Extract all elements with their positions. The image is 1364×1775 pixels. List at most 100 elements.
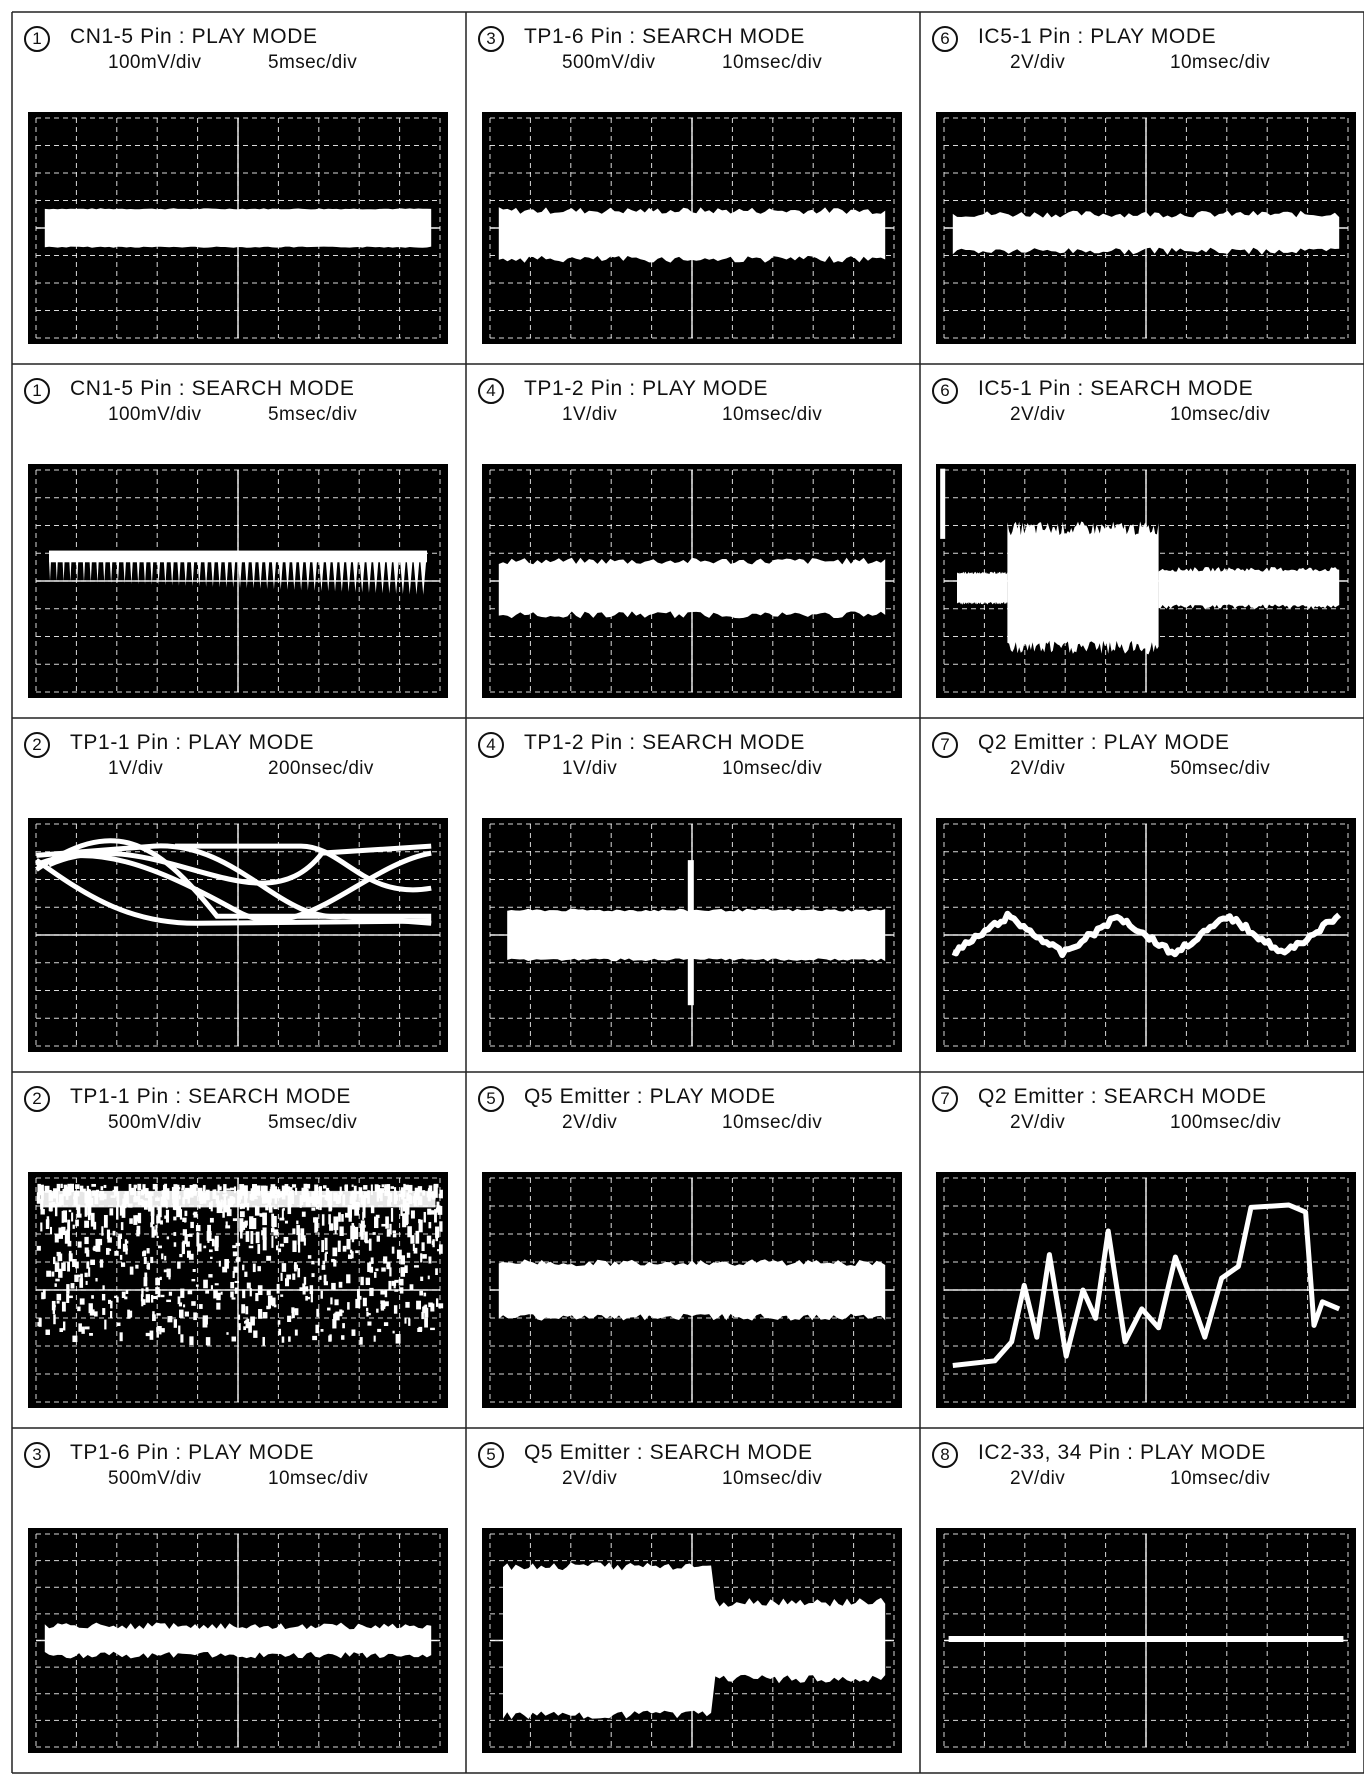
time-per-div-label: 10msec/div <box>1170 52 1271 73</box>
panel-title: Q2 Emitter : SEARCH MODE <box>978 1085 1267 1108</box>
oscilloscope-screen <box>28 464 448 698</box>
time-per-div-label: 10msec/div <box>268 1468 369 1489</box>
oscilloscope-screen <box>482 818 902 1052</box>
panel-title: Q5 Emitter : PLAY MODE <box>524 1085 776 1108</box>
panel-title: IC2-33, 34 Pin : PLAY MODE <box>978 1441 1266 1464</box>
panel-number-badge: 5 <box>478 1442 504 1468</box>
oscilloscope-screen <box>482 1172 902 1408</box>
oscilloscope-screen <box>936 818 1356 1052</box>
time-per-div-label: 10msec/div <box>722 758 823 779</box>
graticule <box>35 469 441 693</box>
volts-per-div-label: 1V/div <box>562 758 618 779</box>
panel-number-badge: 7 <box>932 732 958 758</box>
panel-title: CN1-5 Pin : SEARCH MODE <box>70 377 355 400</box>
scope-trace-canvas <box>489 117 895 339</box>
oscilloscope-screen <box>936 1172 1356 1408</box>
volts-per-div-label: 2V/div <box>562 1112 618 1133</box>
panel-title: CN1-5 Pin : PLAY MODE <box>70 25 318 48</box>
volts-per-div-label: 100mV/div <box>108 404 202 425</box>
waveform-trace <box>49 550 427 595</box>
panel-number-badge: 3 <box>478 26 504 52</box>
scope-trace-canvas <box>35 1533 441 1748</box>
panel-number-badge: 2 <box>24 1086 50 1112</box>
graticule <box>943 1177 1349 1403</box>
scope-trace-canvas <box>943 1533 1349 1748</box>
volts-per-div-label: 2V/div <box>1010 1112 1066 1133</box>
volts-per-div-label: 100mV/div <box>108 52 202 73</box>
time-per-div-label: 10msec/div <box>722 1112 823 1133</box>
volts-per-div-label: 1V/div <box>562 404 618 425</box>
panel-number-badge: 2 <box>24 732 50 758</box>
scope-trace-canvas <box>35 117 441 339</box>
scope-trace-canvas <box>940 468 1349 693</box>
oscilloscope-screen <box>28 112 448 344</box>
panel-number-badge: 5 <box>478 1086 504 1112</box>
oscilloscope-screen <box>28 818 448 1052</box>
time-per-div-label: 10msec/div <box>1170 404 1271 425</box>
panel-title: Q2 Emitter : PLAY MODE <box>978 731 1230 754</box>
oscilloscope-screen <box>936 464 1356 698</box>
volts-per-div-label: 2V/div <box>1010 1468 1066 1489</box>
oscilloscope-screen <box>936 1528 1356 1753</box>
time-per-div-label: 10msec/div <box>722 1468 823 1489</box>
waveform-panel: 7 Q2 Emitter : SEARCH MODE 2V/div 100msec/d… <box>920 1072 1364 1428</box>
waveform-trace <box>503 1562 886 1720</box>
waveform-trace <box>44 1622 432 1659</box>
panel-title: TP1-2 Pin : SEARCH MODE <box>524 731 806 754</box>
panel-number-badge: 1 <box>24 26 50 52</box>
waveform-panel: 6 IC5-1 Pin : SEARCH MODE 2V/div 10msec/div <box>920 364 1364 718</box>
waveform-panel: 5 Q5 Emitter : PLAY MODE 2V/div 10msec/div <box>466 1072 920 1428</box>
volts-per-div-label: 2V/div <box>1010 758 1066 779</box>
panel-number-badge: 6 <box>932 378 958 404</box>
waveform-trace <box>948 1636 1344 1642</box>
volts-per-div-label: 1V/div <box>108 758 164 779</box>
oscilloscope-screen <box>28 1172 448 1408</box>
panel-title: TP1-6 Pin : SEARCH MODE <box>524 25 806 48</box>
waveform-panel: 2 TP1-1 Pin : PLAY MODE 1V/div 200nsec/div <box>12 718 466 1072</box>
waveform-panel: 4 TP1-2 Pin : PLAY MODE 1V/div 10msec/div <box>466 364 920 718</box>
waveform-trace <box>44 208 432 248</box>
waveform-trace <box>36 1183 444 1346</box>
panel-number-badge: 7 <box>932 1086 958 1112</box>
panel-number-badge: 4 <box>478 378 504 404</box>
waveform-panel: 7 Q2 Emitter : PLAY MODE 2V/div 50msec/div <box>920 718 1364 1072</box>
panel-number-badge: 6 <box>932 26 958 52</box>
time-per-div-label: 5msec/div <box>268 404 358 425</box>
oscilloscope-screen <box>936 112 1356 344</box>
waveform-panel: 8 IC2-33, 34 Pin : PLAY MODE 2V/div 10msec/… <box>920 1428 1364 1773</box>
scope-trace-canvas <box>489 1177 895 1403</box>
waveform-panel: 3 TP1-6 Pin : SEARCH MODE 500mV/div 10msec/… <box>466 12 920 364</box>
panel-title: TP1-1 Pin : PLAY MODE <box>70 731 315 754</box>
waveform-trace <box>507 860 886 1006</box>
waveform-panel: 1 CN1-5 Pin : PLAY MODE 100mV/div 5msec/div <box>12 12 466 364</box>
volts-per-div-label: 500mV/div <box>108 1468 202 1489</box>
scope-trace-canvas <box>35 469 441 693</box>
volts-per-div-label: 2V/div <box>1010 52 1066 73</box>
waveform-trace <box>498 1259 886 1321</box>
waveform-trace <box>498 557 886 619</box>
time-per-div-label: 10msec/div <box>722 52 823 73</box>
volts-per-div-label: 2V/div <box>562 1468 618 1489</box>
waveform-panel: 6 IC5-1 Pin : PLAY MODE 2V/div 10msec/div <box>920 12 1364 364</box>
scope-trace-canvas <box>943 823 1349 1047</box>
scope-trace-canvas <box>943 1177 1349 1403</box>
waveform-panel: 2 TP1-1 Pin : SEARCH MODE 500mV/div 5msec/d… <box>12 1072 466 1428</box>
oscilloscope-screen <box>28 1528 448 1753</box>
waveform-trace <box>34 838 432 926</box>
scope-trace-canvas <box>943 117 1349 339</box>
scope-trace-canvas <box>34 823 441 1047</box>
time-per-div-label: 200nsec/div <box>268 758 374 779</box>
scope-trace-canvas <box>489 823 895 1047</box>
time-per-div-label: 5msec/div <box>268 1112 358 1133</box>
oscilloscope-screen <box>482 112 902 344</box>
time-per-div-label: 10msec/div <box>722 404 823 425</box>
graticule <box>35 1177 441 1403</box>
oscilloscope-screen <box>482 464 902 698</box>
panel-number-badge: 1 <box>24 378 50 404</box>
panel-number-badge: 8 <box>932 1442 958 1468</box>
waveform-trace <box>951 910 1342 959</box>
scope-trace-canvas <box>35 1177 444 1403</box>
waveform-trace <box>940 468 1340 655</box>
